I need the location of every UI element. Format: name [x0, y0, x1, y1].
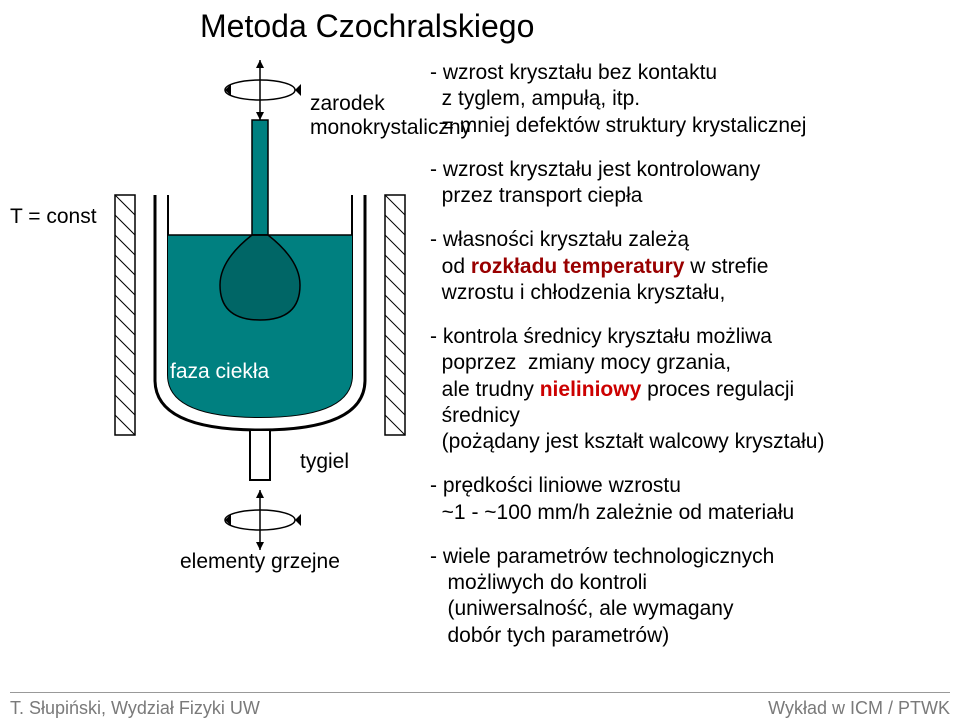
- footer-divider: [10, 692, 950, 693]
- bullet-4e: (pożądany jest kształt walcowy kryształu…: [430, 429, 950, 455]
- bullet-4b: poprzez zmiany mocy grzania,: [430, 350, 950, 376]
- label-t-const: T = const: [10, 205, 97, 229]
- bullet-1b: z tyglem, ampułą, itp.: [430, 86, 950, 112]
- bullet-3: - własności kryształu zależą od rozkładu…: [430, 227, 950, 306]
- bullet-6d: dobór tych parametrów): [430, 623, 950, 649]
- bullet-4c-post: proces regulacji: [641, 378, 794, 401]
- label-faza: faza ciekła: [170, 360, 269, 384]
- bullet-1: - wzrost kryształu bez kontaktu z tyglem…: [430, 60, 950, 139]
- bullet-4c-pre: ale trudny: [430, 378, 540, 401]
- bullet-5: - prędkości liniowe wzrostu ~1 - ~100 mm…: [430, 473, 950, 526]
- bullet-2a: - wzrost kryształu jest kontrolowany: [430, 157, 950, 183]
- page-title: Metoda Czochralskiego: [200, 8, 534, 45]
- bullet-3b-red: rozkładu temperatury: [471, 255, 685, 278]
- bullet-5b: ~1 - ~100 mm/h zależnie od materiału: [430, 500, 950, 526]
- footer-left: T. Słupiński, Wydział Fizyki UW: [10, 698, 260, 719]
- bullet-3b-post: w strefie: [684, 255, 768, 278]
- bullet-3c: wzrostu i chłodzenia kryształu,: [430, 280, 950, 306]
- bullet-3b-pre: od: [430, 255, 471, 278]
- label-zarodek1: zarodek: [310, 92, 385, 116]
- bullet-6b: możliwych do kontroli: [430, 570, 950, 596]
- bullet-1c: = mniej defektów struktury krystalicznej: [430, 113, 950, 139]
- bullet-list: - wzrost kryształu bez kontaktu z tyglem…: [430, 60, 950, 667]
- bullet-2b: przez transport ciepła: [430, 183, 950, 209]
- bullet-1a: - wzrost kryształu bez kontaktu: [430, 60, 950, 86]
- bullet-4: - kontrola średnicy kryształu możliwa po…: [430, 324, 950, 455]
- bullet-4c-red: nieliniowy: [540, 378, 642, 401]
- czochralski-diagram: T = const zarodek monokrystaliczny faza …: [20, 60, 420, 620]
- label-tygiel: tygiel: [300, 450, 349, 474]
- bullet-6c: (uniwersalność, ale wymagany: [430, 596, 950, 622]
- bullet-6a: - wiele parametrów technologicznych: [430, 544, 950, 570]
- bullet-4d: średnicy: [430, 403, 950, 429]
- footer-right: Wykład w ICM / PTWK: [768, 698, 950, 719]
- bullet-5a: - prędkości liniowe wzrostu: [430, 473, 950, 499]
- bullet-3a: - własności kryształu zależą: [430, 227, 950, 253]
- label-elementy: elementy grzejne: [180, 550, 340, 574]
- bullet-4a: - kontrola średnicy kryształu możliwa: [430, 324, 950, 350]
- bullet-6: - wiele parametrów technologicznych możl…: [430, 544, 950, 649]
- bullet-2: - wzrost kryształu jest kontrolowany prz…: [430, 157, 950, 210]
